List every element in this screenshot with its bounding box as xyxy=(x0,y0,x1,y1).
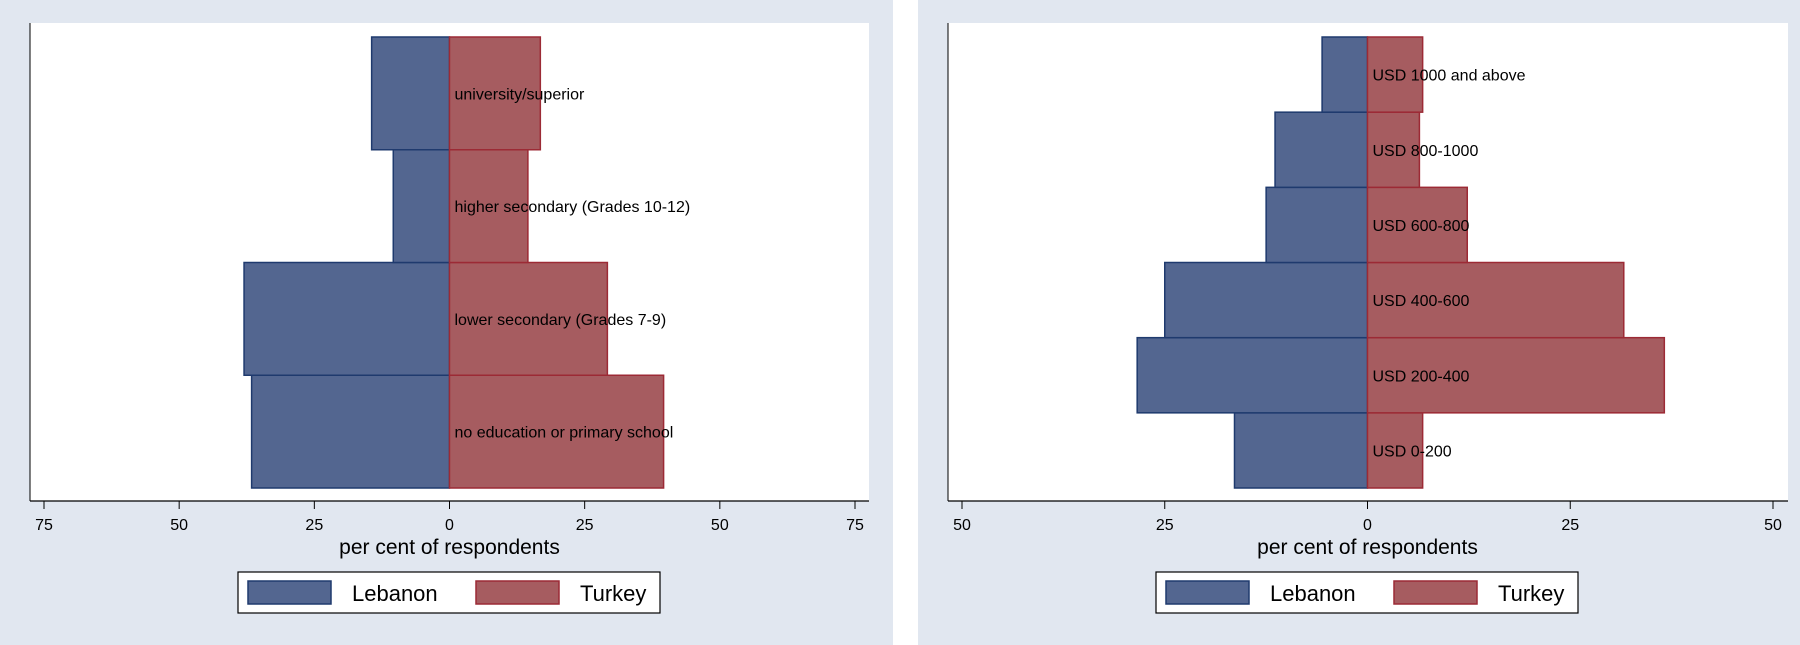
category-label: USD 600-800 xyxy=(1373,218,1470,235)
bar-lebanon xyxy=(1274,111,1369,189)
x-tick-label: 25 xyxy=(576,517,594,534)
category-label: university/superior xyxy=(455,86,586,103)
x-tick-label: 25 xyxy=(305,517,323,534)
bar-lebanon xyxy=(1233,412,1369,489)
x-tick-label: 50 xyxy=(1764,517,1782,534)
category-label: USD 0-200 xyxy=(1373,443,1452,460)
bar-lebanon xyxy=(392,149,451,264)
x-tick-label: 0 xyxy=(445,517,454,534)
bar-lebanon xyxy=(1136,336,1369,414)
category-label: USD 200-400 xyxy=(1373,368,1470,385)
bar-lebanon xyxy=(1265,186,1369,264)
legend-swatch-lebanon xyxy=(1165,580,1250,605)
legend-swatch-turkey xyxy=(1393,580,1478,605)
x-axis-title: per cent of respondents xyxy=(1257,536,1478,559)
x-tick-label: 25 xyxy=(1561,517,1579,534)
category-label: lower secondary (Grades 7-9) xyxy=(455,312,667,329)
chart-panel-education: no education or primary school lower seco… xyxy=(0,0,893,645)
bar-turkey xyxy=(448,149,529,264)
legend-label-lebanon: Lebanon xyxy=(1270,581,1356,606)
category-label: USD 1000 and above xyxy=(1373,68,1526,85)
bar-turkey xyxy=(1366,111,1421,189)
x-tick-label: 50 xyxy=(711,517,729,534)
bar-lebanon xyxy=(1164,261,1369,339)
x-tick-label: 25 xyxy=(1156,517,1174,534)
x-tick-label: 0 xyxy=(1363,517,1372,534)
legend-swatch-turkey xyxy=(475,580,560,605)
bar-turkey xyxy=(448,36,542,151)
bar-turkey xyxy=(1366,412,1424,489)
bar-turkey xyxy=(1366,186,1469,264)
category-label: USD 800-1000 xyxy=(1373,143,1479,160)
category-label: higher secondary (Grades 10-12) xyxy=(455,199,691,216)
education-pyramid-chart: no education or primary school lower seco… xyxy=(29,23,869,614)
bar-turkey xyxy=(448,374,665,489)
x-tick-label: 50 xyxy=(953,517,971,534)
category-label: no education or primary school xyxy=(455,425,674,442)
chart-panel-income: USD 0-200 USD 200-400 USD 400-600 USD 600-8… xyxy=(918,0,1800,645)
x-axis-title: per cent of respondents xyxy=(339,536,560,559)
bar-lebanon xyxy=(1321,36,1369,113)
bar-lebanon xyxy=(370,36,451,151)
legend-label-turkey: Turkey xyxy=(580,581,646,606)
x-tick-label: 50 xyxy=(170,517,188,534)
legend-label-lebanon: Lebanon xyxy=(352,581,438,606)
category-label: USD 400-600 xyxy=(1373,293,1470,310)
bar-lebanon xyxy=(243,261,451,376)
x-tick-label: 75 xyxy=(846,517,864,534)
legend-swatch-lebanon xyxy=(247,580,332,605)
bar-turkey xyxy=(1366,261,1625,339)
income-pyramid-chart: USD 0-200 USD 200-400 USD 400-600 USD 600-8… xyxy=(947,23,1788,614)
legend-label-turkey: Turkey xyxy=(1498,581,1564,606)
bar-lebanon xyxy=(250,374,451,489)
x-tick-label: 75 xyxy=(35,517,53,534)
bar-turkey xyxy=(1366,36,1424,113)
